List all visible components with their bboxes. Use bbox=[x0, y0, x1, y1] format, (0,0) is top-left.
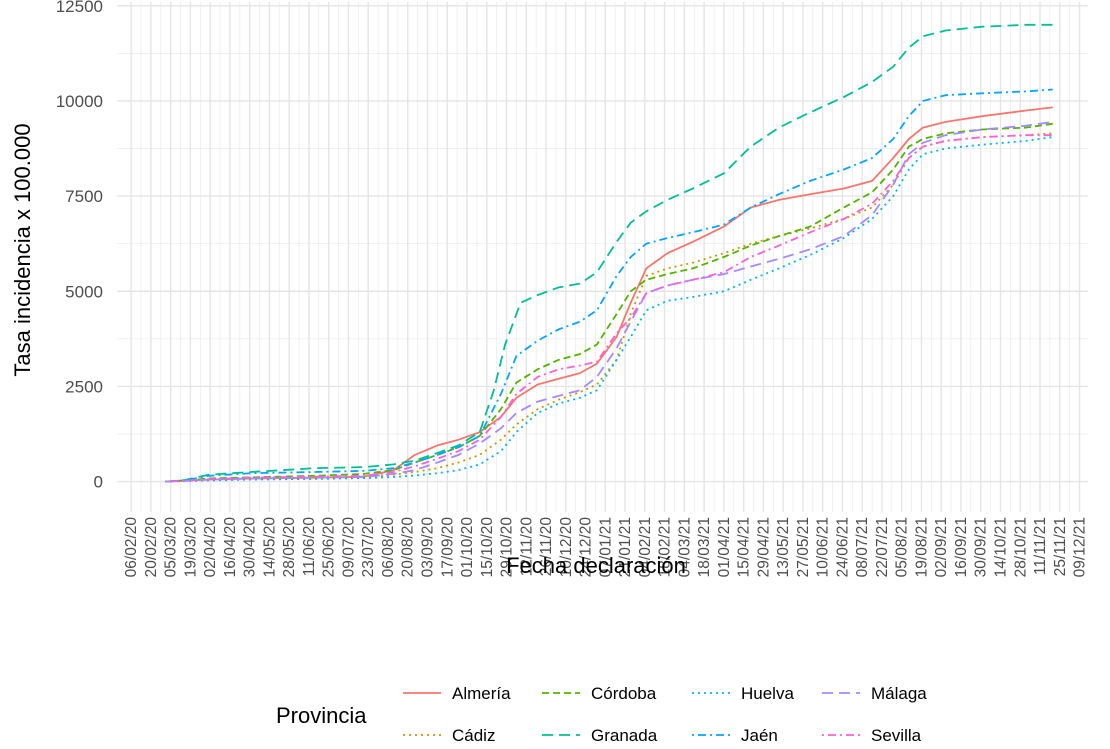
y-tick-label: 0 bbox=[94, 473, 103, 492]
x-tick-label: 07/01/21 bbox=[597, 517, 614, 577]
x-tick-label: 11/11/21 bbox=[1032, 517, 1049, 575]
x-tick-label: 21/01/21 bbox=[617, 517, 634, 577]
legend-label-5: Jaén bbox=[741, 726, 778, 745]
x-tick-label: 26/11/20 bbox=[538, 517, 555, 577]
x-tick-label: 27/05/21 bbox=[795, 517, 812, 577]
series-line-7 bbox=[164, 134, 1053, 483]
x-tick-label: 18/02/21 bbox=[657, 517, 674, 577]
series-line-1 bbox=[164, 132, 1053, 483]
x-tick-label: 03/09/20 bbox=[419, 517, 436, 578]
x-tick-label: 30/04/20 bbox=[242, 517, 259, 578]
x-tick-label: 25/11/21 bbox=[1052, 517, 1069, 576]
x-tick-label: 16/04/20 bbox=[222, 517, 239, 578]
x-tick-label: 01/10/20 bbox=[459, 517, 476, 578]
series-line-2 bbox=[164, 122, 1053, 483]
series-line-3 bbox=[164, 23, 1053, 483]
x-tick-label: 09/07/20 bbox=[340, 517, 357, 578]
x-tick-label: 17/09/20 bbox=[439, 517, 456, 578]
x-tick-label: 14/05/20 bbox=[261, 517, 278, 578]
x-tick-label: 29/04/21 bbox=[755, 517, 772, 577]
legend: Almería Cádiz Córdoba Granada Huelva Jaén Mála… bbox=[403, 684, 927, 745]
y-axis-title: Tasa incidencia x 100.000 bbox=[10, 123, 35, 376]
x-tick-label: 22/07/21 bbox=[874, 517, 891, 577]
x-tick-label: 12/11/20 bbox=[518, 517, 535, 577]
legend-title: Provincia bbox=[276, 703, 367, 728]
x-tick-label: 19/03/20 bbox=[182, 517, 199, 578]
x-tick-label: 19/08/21 bbox=[913, 517, 930, 577]
legend-label-0: Almería bbox=[452, 684, 511, 703]
x-tick-label: 20/08/20 bbox=[400, 517, 417, 578]
series-line-6 bbox=[164, 121, 1053, 483]
grid bbox=[117, 2, 1088, 512]
series-line-0 bbox=[164, 106, 1053, 483]
x-tick-label: 29/10/20 bbox=[499, 517, 516, 578]
x-tick-label: 01/04/21 bbox=[716, 517, 733, 577]
x-tick-label: 06/08/20 bbox=[380, 517, 397, 578]
legend-label-2: Córdoba bbox=[591, 684, 657, 703]
x-axis-title: Fecha declaración bbox=[506, 553, 686, 578]
x-tick-label: 05/03/20 bbox=[163, 517, 180, 578]
legend-label-6: Málaga bbox=[871, 684, 927, 703]
x-tick-label: 04/02/21 bbox=[637, 517, 654, 577]
x-tick-label: 08/07/21 bbox=[854, 517, 871, 577]
series-lines bbox=[164, 23, 1053, 483]
x-tick-label: 30/09/21 bbox=[973, 517, 990, 577]
series-line-4 bbox=[164, 136, 1053, 483]
y-tick-label: 12500 bbox=[56, 0, 103, 16]
y-tick-label: 7500 bbox=[65, 187, 103, 206]
legend-label-4: Huelva bbox=[741, 684, 794, 703]
x-tick-label: 23/07/20 bbox=[360, 517, 377, 578]
x-tick-label: 14/10/21 bbox=[992, 517, 1009, 577]
x-tick-label: 02/09/21 bbox=[933, 517, 950, 577]
y-tick-label: 5000 bbox=[65, 282, 103, 301]
x-tick-label: 24/06/21 bbox=[834, 517, 851, 577]
legend-label-1: Cádiz bbox=[452, 726, 495, 745]
x-tick-label: 10/06/21 bbox=[815, 517, 832, 577]
x-tick-label: 25/06/20 bbox=[321, 517, 338, 578]
x-tick-label: 10/12/20 bbox=[558, 517, 575, 578]
y-tick-label: 10000 bbox=[56, 92, 103, 111]
x-tick-label: 06/02/20 bbox=[123, 517, 140, 578]
x-tick-label: 16/09/21 bbox=[953, 517, 970, 577]
legend-label-7: Sevilla bbox=[871, 726, 922, 745]
x-tick-label: 05/08/21 bbox=[894, 517, 911, 577]
x-tick-label: 09/12/21 bbox=[1072, 517, 1089, 577]
x-tick-label: 28/10/21 bbox=[1012, 517, 1029, 577]
x-tick-label: 15/10/20 bbox=[479, 517, 496, 578]
x-tick-label: 15/04/21 bbox=[736, 517, 753, 577]
x-tick-label: 18/03/21 bbox=[696, 517, 713, 577]
x-tick-label: 20/02/20 bbox=[143, 517, 160, 578]
x-tick-label: 11/06/20 bbox=[301, 517, 318, 577]
y-tick-label: 2500 bbox=[65, 377, 103, 396]
x-tick-label: 02/04/20 bbox=[202, 517, 219, 578]
x-tick-label: 28/05/20 bbox=[281, 517, 298, 578]
x-axis: 06/02/20 20/02/20 05/03/20 19/03/20 02/04/20… bbox=[123, 517, 1088, 578]
y-axis: 0 2500 5000 7500 10000 12500 bbox=[56, 0, 103, 492]
legend-label-3: Granada bbox=[591, 726, 658, 745]
x-tick-label: 13/05/21 bbox=[775, 517, 792, 577]
x-tick-label: 24/12/20 bbox=[578, 517, 595, 578]
x-tick-label: 04/03/21 bbox=[676, 517, 693, 577]
